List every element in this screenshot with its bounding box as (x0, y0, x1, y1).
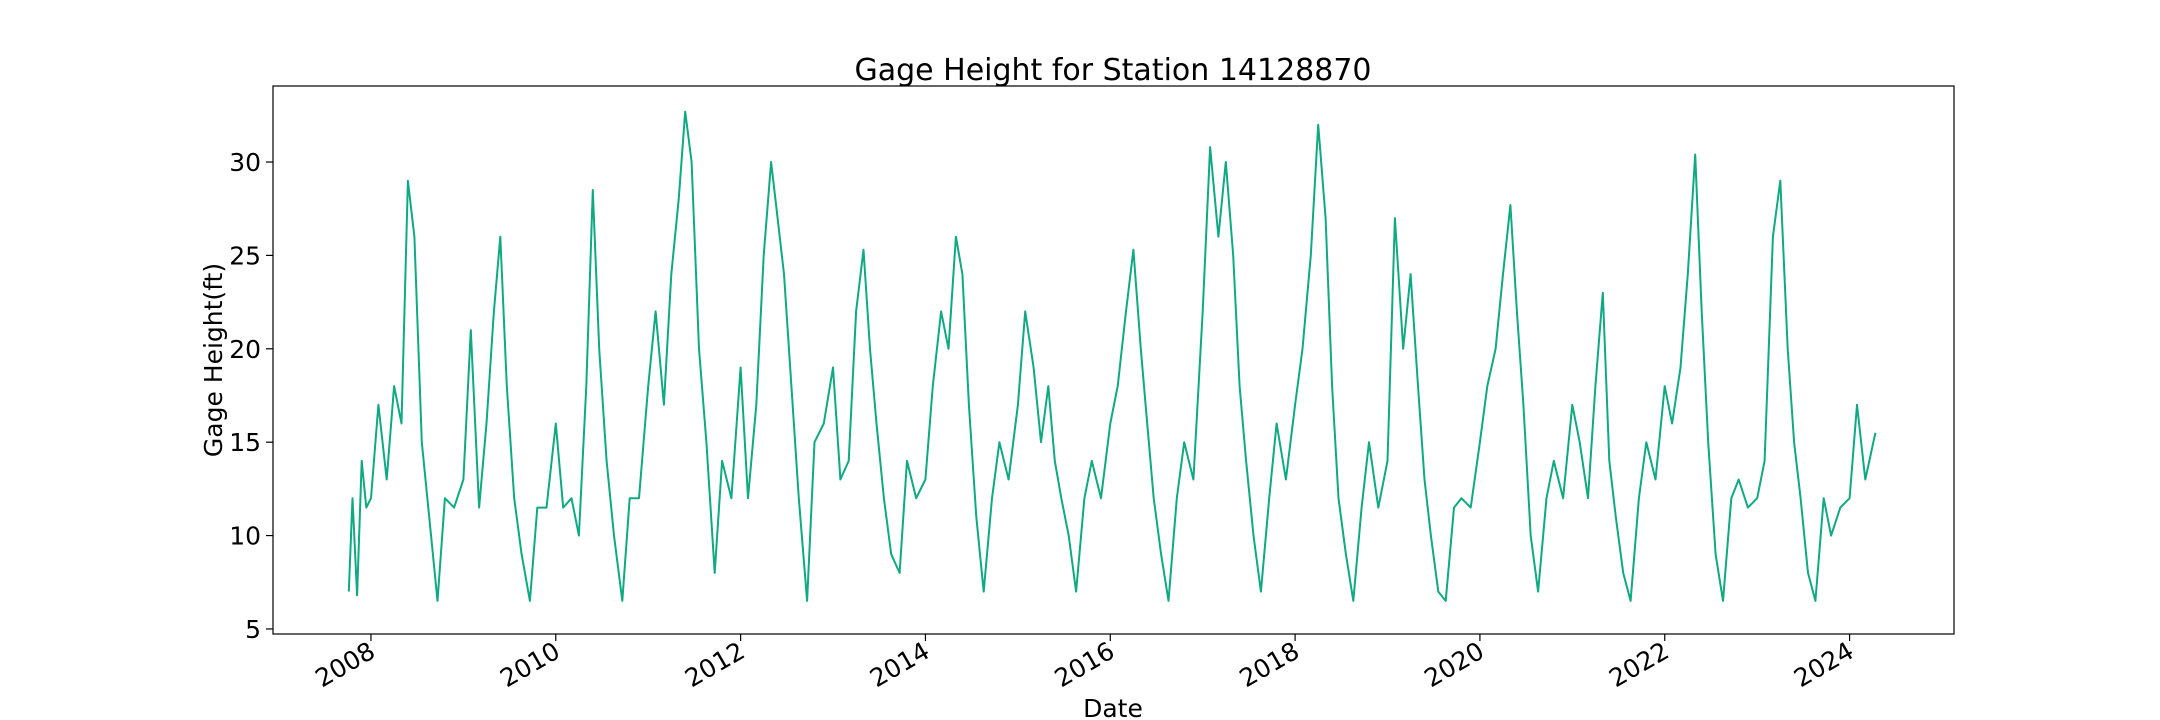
data-line (347, 110, 1877, 602)
chart-title: Gage Height for Station 14128870 (854, 53, 1371, 88)
x-tick-label: 2010 (495, 636, 565, 693)
x-tick-label: 2022 (1604, 636, 1674, 693)
y-axis-label: Gage Height(ft) (199, 263, 228, 457)
y-tick-label: 20 (229, 335, 261, 364)
x-tick-label: 2016 (1050, 636, 1120, 693)
y-tick-label: 15 (229, 428, 261, 457)
x-axis-label: Date (1083, 694, 1143, 720)
y-tick-label: 10 (229, 522, 261, 551)
plot-frame (272, 85, 1955, 635)
y-tick-label: 25 (229, 241, 261, 270)
x-tick-label: 2008 (310, 636, 380, 693)
x-tick-label: 2012 (680, 636, 750, 693)
x-tick-label: 2024 (1789, 636, 1859, 693)
x-tick-label: 2014 (865, 636, 935, 693)
y-tick-label: 30 (229, 148, 261, 177)
x-tick-label: 2018 (1234, 636, 1304, 693)
y-tick-label: 5 (245, 615, 261, 644)
x-tick-label: 2020 (1419, 636, 1489, 693)
